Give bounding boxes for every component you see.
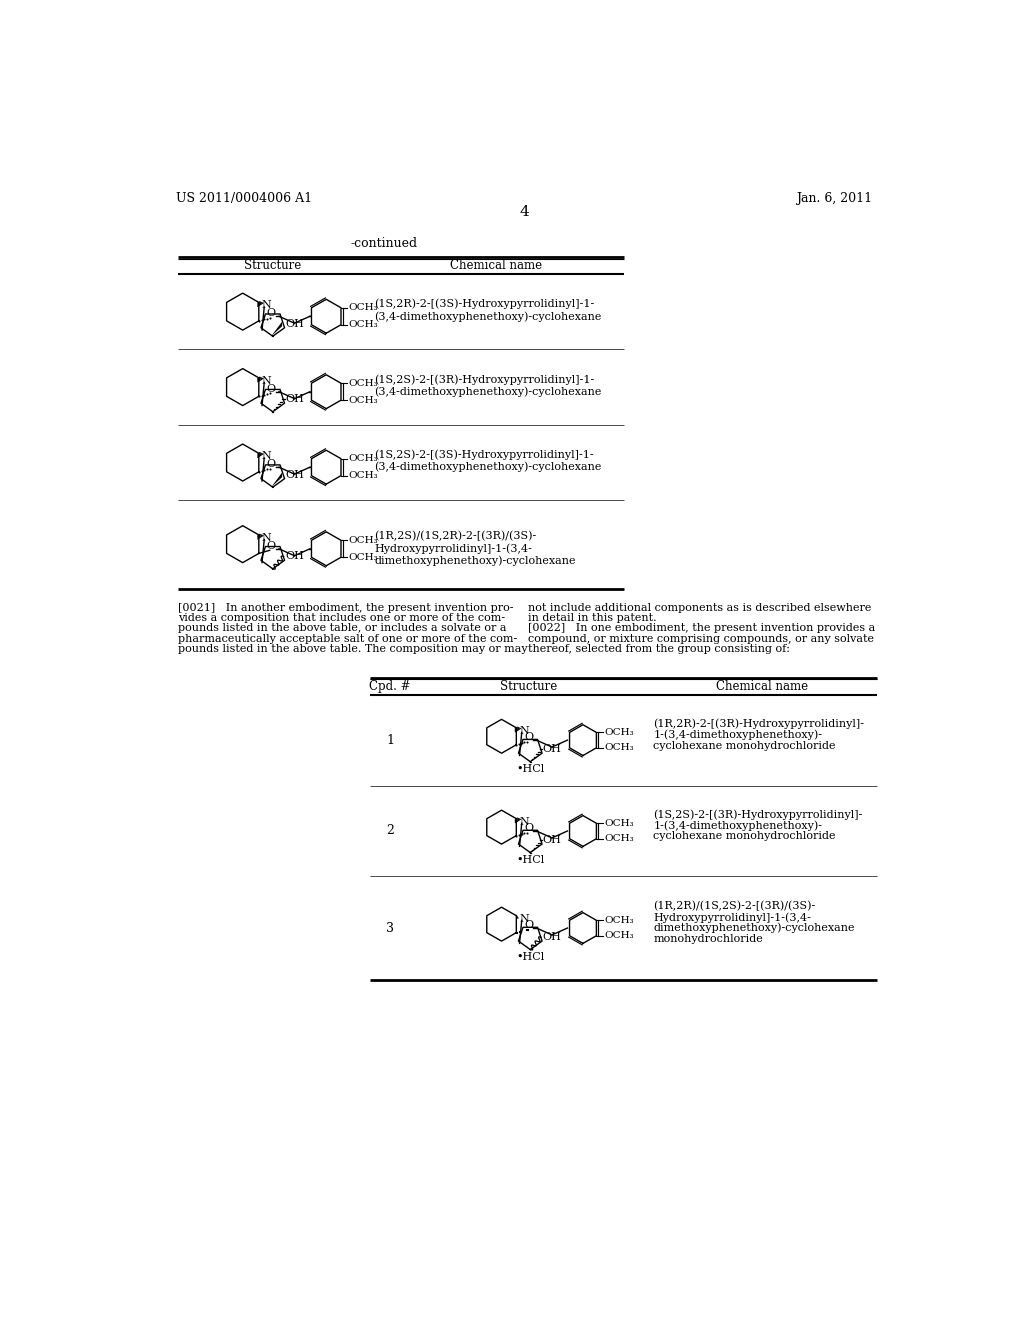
Text: OCH₃: OCH₃: [349, 379, 379, 388]
Text: [0021]   In another embodiment, the present invention pro-: [0021] In another embodiment, the presen…: [178, 603, 514, 612]
Text: dimethoxyphenethoxy)-cyclohexane: dimethoxyphenethoxy)-cyclohexane: [375, 556, 575, 566]
Text: compound, or mixture comprising compounds, or any solvate: compound, or mixture comprising compound…: [528, 634, 873, 644]
Text: Hydroxypyrrolidinyl]-1-(3,4-: Hydroxypyrrolidinyl]-1-(3,4-: [375, 544, 532, 554]
Polygon shape: [271, 322, 282, 337]
Text: cyclohexane monohydrochloride: cyclohexane monohydrochloride: [653, 832, 836, 841]
Text: 1: 1: [386, 734, 394, 747]
Text: 1-(3,4-dimethoxyphenethoxy)-: 1-(3,4-dimethoxyphenethoxy)-: [653, 820, 822, 830]
Text: OH: OH: [285, 552, 304, 561]
Text: OCH₃: OCH₃: [349, 454, 379, 463]
Text: pharmaceutically acceptable salt of one or more of the com-: pharmaceutically acceptable salt of one …: [178, 634, 517, 644]
Text: US 2011/0004006 A1: US 2011/0004006 A1: [176, 191, 312, 205]
Text: thereof, selected from the group consisting of:: thereof, selected from the group consist…: [528, 644, 790, 655]
Text: (1S,2R)-2-[(3S)-Hydroxypyrrolidinyl]-1-: (1S,2R)-2-[(3S)-Hydroxypyrrolidinyl]-1-: [375, 298, 595, 309]
Text: N: N: [262, 451, 271, 462]
Text: OCH₃: OCH₃: [604, 727, 634, 737]
Text: (3,4-dimethoxyphenethoxy)-cyclohexane: (3,4-dimethoxyphenethoxy)-cyclohexane: [375, 387, 602, 397]
Text: OCH₃: OCH₃: [604, 818, 634, 828]
Text: Cpd. #: Cpd. #: [370, 680, 411, 693]
Text: (1R,2R)-2-[(3R)-Hydroxypyrrolidinyl]-: (1R,2R)-2-[(3R)-Hydroxypyrrolidinyl]-: [653, 718, 864, 729]
Text: OH: OH: [285, 470, 304, 480]
Text: N: N: [262, 533, 271, 543]
Text: pounds listed in the above table. The composition may or may: pounds listed in the above table. The co…: [178, 644, 528, 655]
Text: (1R,2S)/(1S,2R)-2-[(3R)/(3S)-: (1R,2S)/(1S,2R)-2-[(3R)/(3S)-: [375, 531, 537, 541]
Text: Structure: Structure: [500, 680, 557, 693]
Text: O: O: [266, 541, 275, 550]
Text: (1R,2R)/(1S,2S)-2-[(3R)/(3S)-: (1R,2R)/(1S,2S)-2-[(3R)/(3S)-: [653, 902, 816, 912]
Text: OCH₃: OCH₃: [349, 304, 379, 313]
Text: 1-(3,4-dimethoxyphenethoxy)-: 1-(3,4-dimethoxyphenethoxy)-: [653, 730, 822, 741]
Text: OCH₃: OCH₃: [349, 321, 379, 329]
Text: Chemical name: Chemical name: [716, 680, 808, 693]
Text: N: N: [519, 913, 529, 924]
Text: vides a composition that includes one or more of the com-: vides a composition that includes one or…: [178, 612, 506, 623]
Text: [0022]   In one embodiment, the present invention provides a: [0022] In one embodiment, the present in…: [528, 623, 876, 634]
Text: (1S,2S)-2-[(3R)-Hydroxypyrrolidinyl]-1-: (1S,2S)-2-[(3R)-Hydroxypyrrolidinyl]-1-: [375, 374, 595, 384]
Text: (1S,2S)-2-[(3R)-Hydroxypyrrolidinyl]-: (1S,2S)-2-[(3R)-Hydroxypyrrolidinyl]-: [653, 809, 863, 820]
Text: Chemical name: Chemical name: [451, 259, 542, 272]
Text: O: O: [266, 308, 275, 318]
Text: OCH₃: OCH₃: [349, 536, 379, 545]
Text: •HCl: •HCl: [516, 952, 545, 962]
Text: OCH₃: OCH₃: [349, 396, 379, 405]
Text: O: O: [266, 459, 275, 469]
Text: O: O: [524, 733, 534, 742]
Text: O: O: [266, 384, 275, 393]
Text: OH: OH: [543, 744, 561, 754]
Text: Hydroxypyrrolidinyl]-1-(3,4-: Hydroxypyrrolidinyl]-1-(3,4-: [653, 912, 811, 923]
Text: •HCl: •HCl: [516, 764, 545, 775]
Text: N: N: [519, 817, 529, 826]
Text: (3,4-dimethoxyphenethoxy)-cyclohexane: (3,4-dimethoxyphenethoxy)-cyclohexane: [375, 312, 602, 322]
Text: OH: OH: [285, 395, 304, 404]
Text: N: N: [519, 726, 529, 735]
Text: OCH₃: OCH₃: [604, 743, 634, 752]
Text: in detail in this patent.: in detail in this patent.: [528, 612, 656, 623]
Text: cyclohexane monohydrochloride: cyclohexane monohydrochloride: [653, 741, 836, 751]
Text: -continued: -continued: [350, 236, 418, 249]
Text: (1S,2S)-2-[(3S)-Hydroxypyrrolidinyl]-1-: (1S,2S)-2-[(3S)-Hydroxypyrrolidinyl]-1-: [375, 450, 594, 461]
Text: pounds listed in the above table, or includes a solvate or a: pounds listed in the above table, or inc…: [178, 623, 507, 634]
Text: OCH₃: OCH₃: [349, 471, 379, 480]
Text: OH: OH: [543, 836, 561, 845]
Text: not include additional components as is described elsewhere: not include additional components as is …: [528, 603, 871, 612]
Text: OH: OH: [543, 932, 561, 942]
Text: OCH₃: OCH₃: [349, 553, 379, 562]
Text: OCH₃: OCH₃: [604, 916, 634, 925]
Text: OCH₃: OCH₃: [604, 834, 634, 843]
Text: dimethoxyphenethoxy)-cyclohexane: dimethoxyphenethoxy)-cyclohexane: [653, 923, 855, 933]
Text: OH: OH: [285, 319, 304, 329]
Text: 3: 3: [386, 921, 394, 935]
Text: N: N: [262, 301, 271, 310]
Text: O: O: [524, 822, 534, 833]
Text: (3,4-dimethoxyphenethoxy)-cyclohexane: (3,4-dimethoxyphenethoxy)-cyclohexane: [375, 462, 602, 473]
Text: O: O: [524, 920, 534, 929]
Text: Structure: Structure: [245, 259, 301, 272]
Text: N: N: [262, 376, 271, 385]
Polygon shape: [271, 473, 282, 487]
Text: Jan. 6, 2011: Jan. 6, 2011: [796, 191, 872, 205]
Text: •HCl: •HCl: [516, 855, 545, 865]
Text: 2: 2: [386, 825, 394, 837]
Text: monohydrochloride: monohydrochloride: [653, 933, 763, 944]
Text: 4: 4: [520, 206, 529, 219]
Text: OCH₃: OCH₃: [604, 931, 634, 940]
